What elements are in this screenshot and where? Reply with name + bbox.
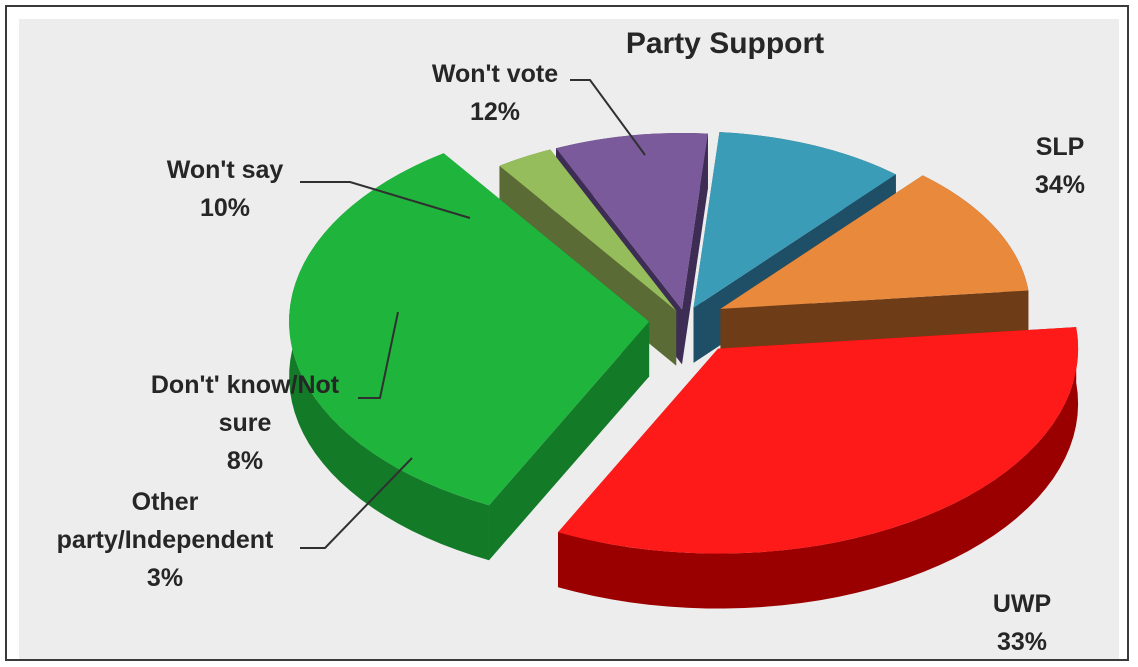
slice-edge-1-0 xyxy=(489,321,650,561)
pie-tops xyxy=(289,132,1079,554)
slice-don-t-know-not-sure xyxy=(556,133,708,310)
leader-line-2 xyxy=(300,457,413,549)
leader-line-4 xyxy=(300,181,471,219)
chart-title: Party Support xyxy=(626,27,824,60)
slice-label-2: Other party/Independent 3% xyxy=(57,488,274,592)
slice-labels: SLP 34% UWP 33% Other party/Independent 3% Don'… xyxy=(57,60,1085,656)
leader-line-5 xyxy=(570,79,646,156)
leader-lines xyxy=(300,79,646,549)
slice-label-4: Won't say 10% xyxy=(167,156,284,222)
slice-other-party-independent xyxy=(499,149,677,311)
slice-label-3: Don't' know/Not sure 8% xyxy=(151,371,340,475)
slice-won-t-vote xyxy=(720,175,1029,309)
slice-side-0 xyxy=(558,327,1079,609)
slice-label-0: SLP 34% xyxy=(1035,133,1085,199)
slice-label-1: UWP 33% xyxy=(993,590,1051,656)
slice-edge-3-1 xyxy=(681,133,708,365)
slice-slp xyxy=(558,327,1079,554)
slice-uwp xyxy=(289,153,650,506)
leader-line-3 xyxy=(358,311,399,399)
slice-label-5: Won't vote 12% xyxy=(432,60,558,126)
slice-won-t-say xyxy=(693,132,896,308)
